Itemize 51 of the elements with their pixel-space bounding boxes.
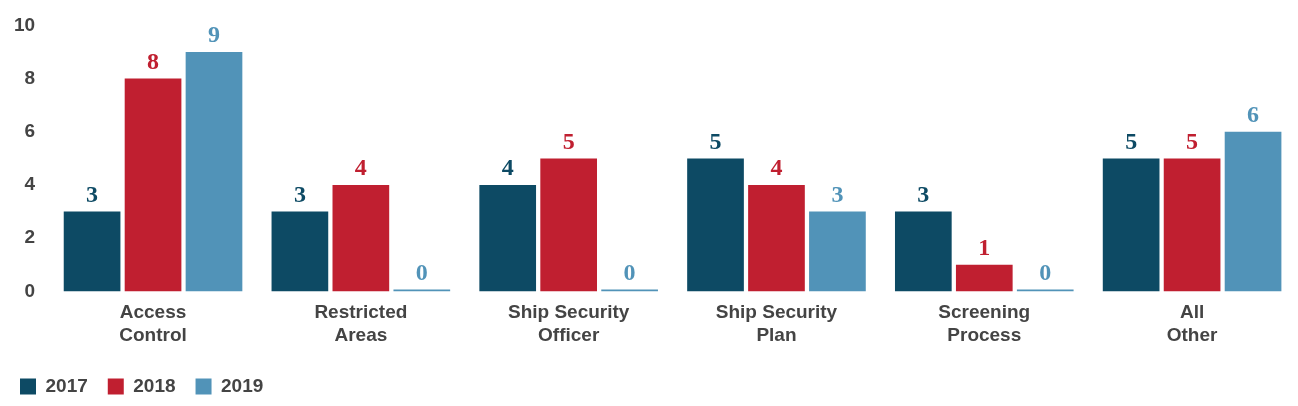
bar: [540, 158, 598, 292]
bar: [332, 185, 390, 292]
data-label: 5: [562, 127, 575, 154]
y-tick-label: 2: [24, 226, 36, 248]
data-label: 3: [293, 180, 306, 207]
bar: [955, 264, 1013, 292]
x-tick-label: Access Control: [119, 301, 187, 345]
data-label: 3: [917, 180, 930, 207]
data-label: 1: [978, 234, 991, 260]
bar: [894, 211, 952, 292]
data-label: 5: [1125, 127, 1138, 154]
legend-label: 2018: [133, 374, 176, 396]
data-label: 4: [770, 154, 783, 181]
bar: [185, 52, 243, 292]
y-tick-label: 10: [13, 13, 36, 35]
y-tick-label: 0: [24, 279, 36, 301]
bar: [601, 289, 658, 292]
bar: [124, 78, 182, 292]
bar: [1163, 158, 1221, 292]
data-label: 9: [208, 21, 220, 48]
bar: [393, 289, 451, 292]
bar: [1224, 131, 1282, 292]
bar: [63, 211, 121, 292]
x-tick-label: Ship Security Officer: [507, 301, 630, 345]
data-label: 3: [86, 180, 99, 207]
data-label: 3: [831, 180, 844, 207]
bar: [1016, 289, 1074, 292]
x-tick-label: Screening Process: [938, 301, 1031, 345]
y-tick-label: 4: [24, 173, 36, 195]
bar: [809, 211, 866, 292]
bar: [1102, 158, 1160, 292]
x-tick-label: Restricted Areas: [314, 301, 408, 345]
data-label: 6: [1247, 101, 1260, 127]
bar: [748, 185, 805, 292]
data-label: 5: [1186, 127, 1199, 154]
y-tick-label: 8: [24, 66, 36, 88]
bar: [687, 158, 744, 292]
data-label: 8: [147, 47, 160, 74]
legend-label: 2017: [45, 374, 88, 396]
x-tick-label: All Other: [1166, 301, 1219, 345]
x-tick-label: Ship Security Plan: [715, 301, 838, 345]
bar: [271, 211, 329, 292]
data-label: 4: [354, 154, 367, 181]
data-label: 0: [623, 258, 636, 285]
legend-label: 2019: [221, 374, 264, 396]
data-label: 0: [1039, 258, 1052, 285]
bar: [479, 185, 537, 292]
y-tick-label: 6: [24, 120, 36, 142]
data-label: 0: [415, 258, 428, 285]
data-label: 4: [501, 154, 514, 181]
data-label: 5: [709, 127, 722, 154]
